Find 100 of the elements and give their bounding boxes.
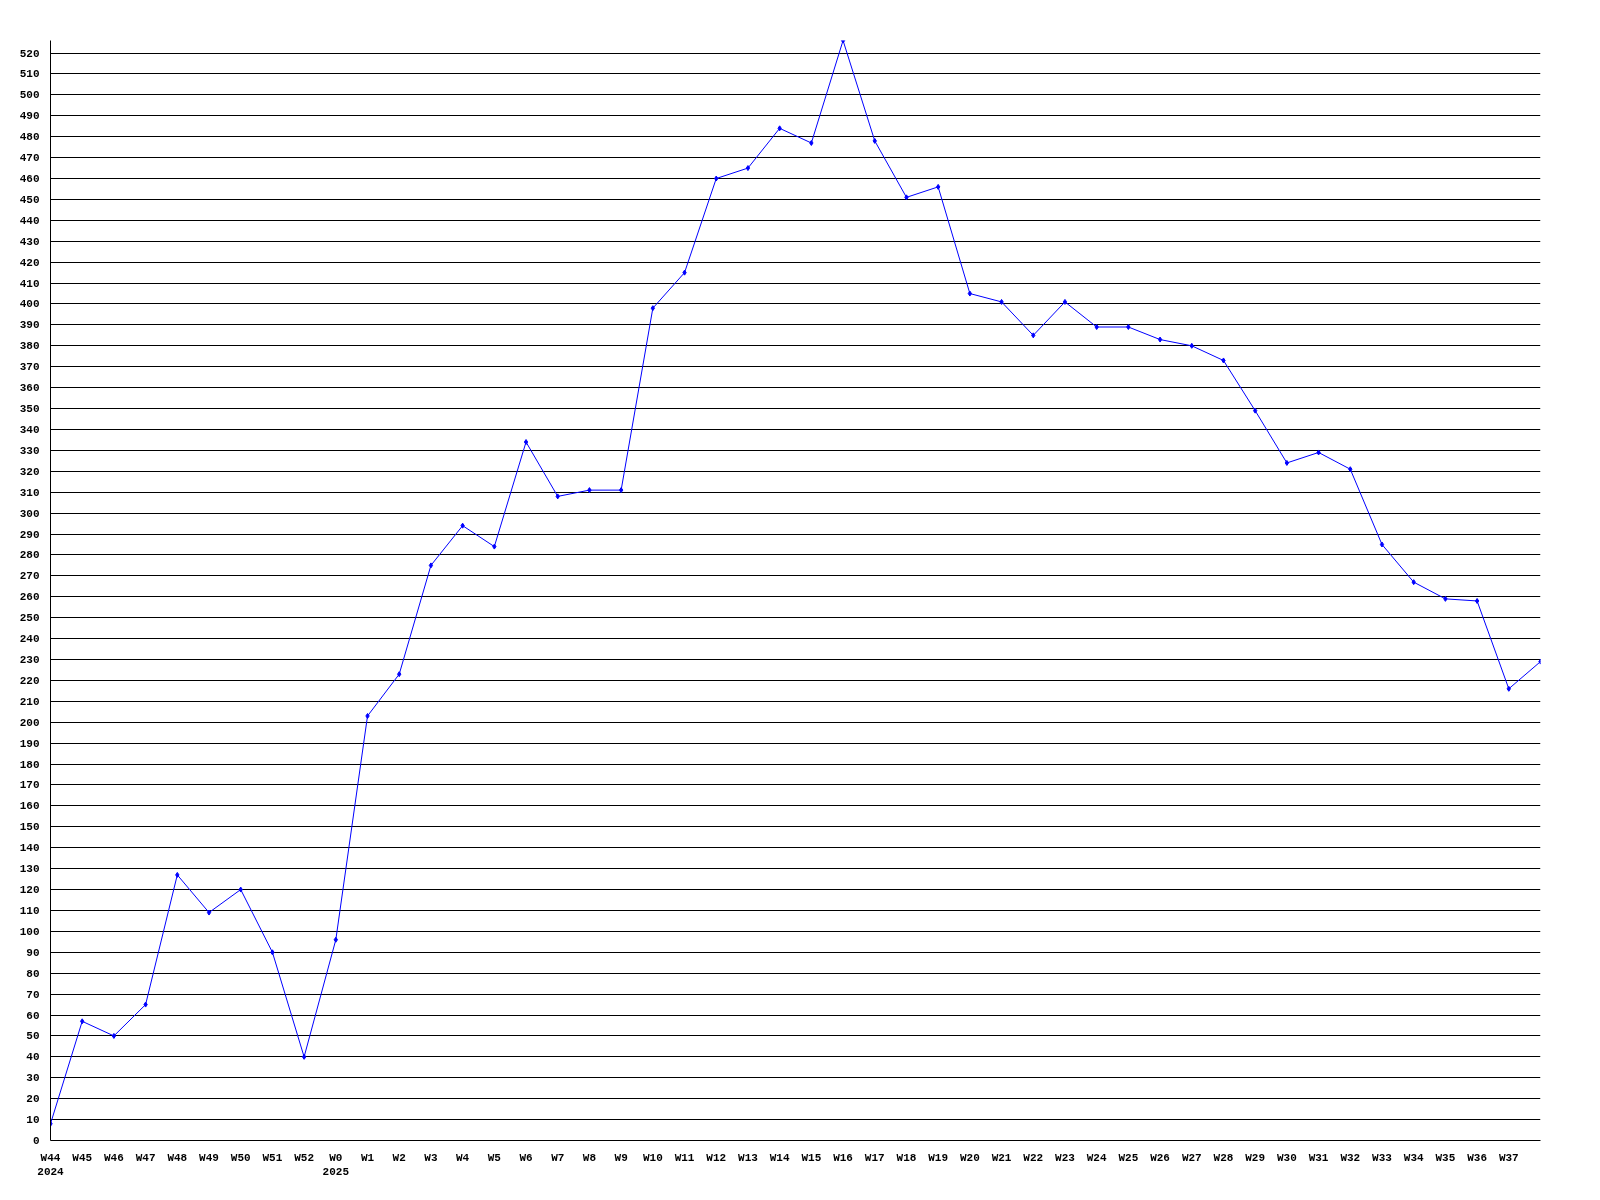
y-tick-label: 40 [26,1051,40,1064]
x-tick-label: W46 [104,1151,124,1164]
y-tick-label: 510 [19,68,40,81]
x-tick-label: W23 [1055,1151,1076,1164]
y-tick-label: 130 [19,863,40,876]
x-tick-label: W50 [230,1151,251,1164]
y-tick-label: 330 [19,444,40,457]
x-tick-label: W26 [1150,1151,1170,1164]
x-tick-label: W31 [1308,1151,1329,1164]
x-tick-label: W29 [1245,1151,1266,1164]
x-tick-label: W13 [738,1151,759,1164]
x-tick-label: W6 [519,1151,533,1164]
x-tick-label: W0 2025 [322,1151,350,1178]
y-tick-label: 520 [19,47,40,60]
x-tick-label: W21 [991,1151,1012,1164]
y-tick-label: 140 [19,842,40,855]
x-tick-label: W25 [1118,1151,1139,1164]
x-tick-label: W52 [294,1151,315,1164]
y-tick-label: 120 [19,884,40,897]
x-tick-label: W11 [674,1151,695,1164]
x-tick-label: W14 [769,1151,790,1164]
y-tick-label: 200 [19,716,40,729]
y-tick-label: 370 [19,361,40,374]
x-tick-label: W24 [1086,1151,1107,1164]
y-tick-label: 230 [19,654,40,667]
y-tick-label: 460 [19,173,40,186]
x-tick-label: W32 [1340,1151,1361,1164]
x-tick-label: W15 [801,1151,822,1164]
x-tick-label: W47 [135,1151,156,1164]
y-tick-label: 430 [19,235,40,248]
y-tick-label: 260 [19,591,40,604]
x-tick-label: W35 [1435,1151,1456,1164]
x-tick-label: W48 [167,1151,188,1164]
y-tick-label: 320 [19,465,40,478]
x-tick-label: W19 [928,1151,949,1164]
y-tick-label: 220 [19,674,40,687]
y-tick-label: 380 [19,340,40,353]
y-tick-label: 70 [26,988,40,1001]
y-tick-label: 350 [19,403,40,416]
x-tick-label: W1 [360,1151,375,1164]
x-tick-label: W12 [706,1151,727,1164]
x-tick-label: W9 [614,1151,628,1164]
y-tick-label: 150 [19,821,40,834]
x-tick-label: W36 [1467,1151,1488,1164]
x-tick-label: W10 [642,1151,663,1164]
y-tick-label: 400 [19,298,40,311]
y-tick-label: 0 [32,1135,40,1147]
x-tick-label: W30 [1276,1151,1297,1164]
y-tick-label: 170 [19,779,40,792]
y-tick-label: 110 [19,904,40,917]
x-tick-label: W7 [551,1151,565,1164]
y-tick-label: 500 [19,89,40,102]
y-tick-label: 60 [26,1009,40,1022]
y-tick-label: 410 [19,277,40,290]
y-tick-label: 270 [19,570,40,583]
x-tick-label: W4 [456,1151,470,1164]
x-tick-label: W44 2024 [37,1151,65,1178]
y-tick-label: 280 [19,549,40,562]
y-tick-label: 160 [19,800,40,813]
y-tick-label: 50 [26,1030,40,1043]
x-tick-label: W27 [1181,1151,1202,1164]
y-tick-label: 490 [19,110,40,123]
y-tick-label: 390 [19,319,40,332]
x-tick-label: W37 [1498,1151,1519,1164]
y-tick-label: 480 [19,131,40,144]
x-tick-label: W22 [1023,1151,1044,1164]
y-tick-label: 30 [26,1072,40,1085]
x-tick-label: W8 [582,1151,597,1164]
y-tick-label: 290 [19,528,40,541]
y-tick-label: 250 [19,612,40,625]
x-tick-label: W17 [864,1151,885,1164]
y-tick-label: 80 [26,967,40,980]
y-tick-label: 340 [19,423,40,436]
x-tick-label: W33 [1372,1151,1393,1164]
x-tick-label: W51 [262,1151,283,1164]
y-tick-label: 90 [26,946,40,959]
y-tick-label: 420 [19,256,40,269]
x-tick-label: W28 [1213,1151,1234,1164]
x-tick-label: W5 [487,1151,502,1164]
y-tick-label: 310 [19,486,40,499]
y-tick-label: 210 [19,695,40,708]
x-tick-label: W45 [72,1151,93,1164]
y-tick-label: 190 [19,737,40,750]
y-tick-label: 180 [19,758,40,771]
y-tick-label: 10 [26,1114,40,1127]
y-tick-label: 100 [19,925,40,938]
x-tick-label: W18 [896,1151,917,1164]
y-tick-label: 300 [19,507,40,520]
x-tick-label: W2 [392,1151,406,1164]
x-tick-label: W49 [199,1151,219,1164]
y-tick-label: 450 [19,193,40,206]
y-tick-label: 360 [19,382,40,395]
x-tick-label: W20 [959,1151,980,1164]
x-tick-label: W34 [1403,1151,1424,1164]
y-tick-label: 470 [19,152,40,165]
y-tick-label: 20 [26,1093,40,1106]
x-tick-label: W16 [833,1151,853,1164]
x-tick-label: W3 [424,1151,438,1164]
y-tick-label: 440 [19,214,40,227]
y-tick-label: 240 [19,633,40,646]
